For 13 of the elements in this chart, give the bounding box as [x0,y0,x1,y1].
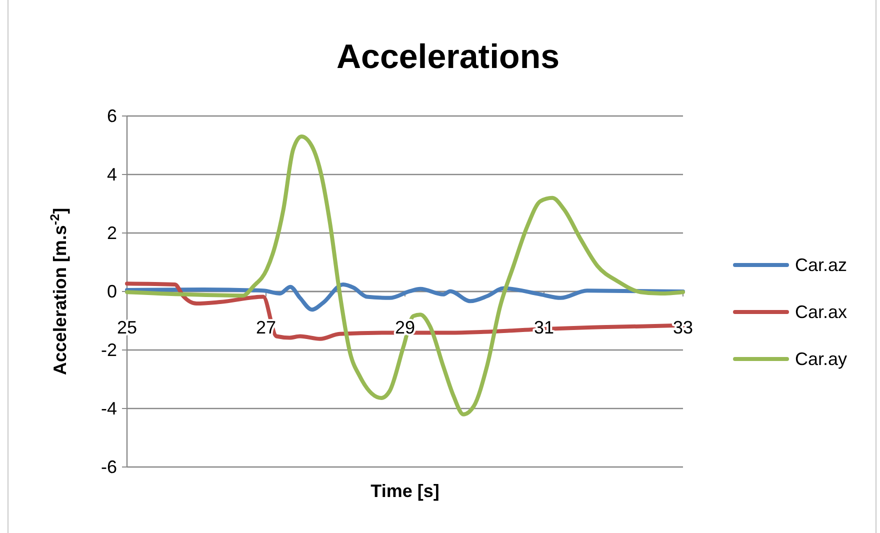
y-tick-label: 2 [106,223,117,243]
legend-label: Car.ax [795,302,848,322]
x-tick-label: 25 [116,318,138,338]
y-tick-label: 6 [106,106,117,126]
y-tick-label: 0 [106,282,117,302]
legend-label: Car.az [795,255,848,275]
y-tick-label: 4 [106,164,117,184]
y-tick-label: -6 [100,457,117,477]
y-tick-label: -2 [100,340,117,360]
chart-title: Accelerations [336,38,560,76]
legend-label: Car.ay [795,349,848,369]
y-tick-label: -4 [100,398,117,418]
x-axis-title: Time [s] [370,481,440,501]
